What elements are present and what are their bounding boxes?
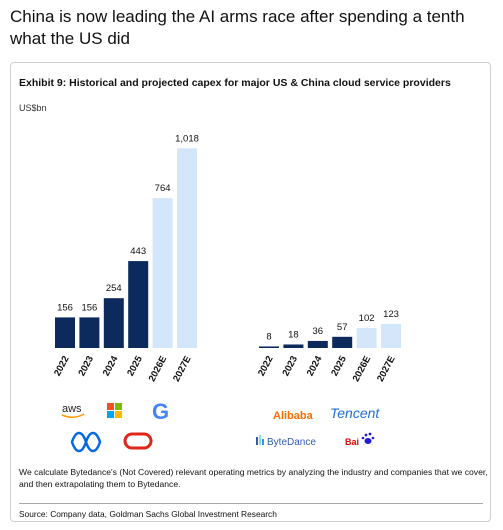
x-tick-label: 2025 (329, 354, 349, 378)
value-label: 36 (313, 326, 324, 337)
value-label: 8 (266, 331, 271, 342)
bar (332, 336, 353, 348)
x-tick-label: 2023 (280, 354, 300, 378)
bar (79, 317, 100, 348)
x-tick-label: 2024 (305, 354, 325, 378)
tweet-text: China is now leading the AI arms race af… (10, 7, 465, 48)
bar (307, 340, 328, 348)
bar (283, 344, 304, 348)
value-label: 156 (81, 302, 97, 313)
separator (19, 503, 483, 504)
value-label: 57 (337, 322, 348, 333)
x-tick-label: 2023 (76, 354, 96, 378)
logo-google: G (152, 399, 169, 424)
bar (55, 317, 75, 348)
unit-label: US$bn (19, 103, 47, 113)
source: Source: Company data, Goldman Sachs Glob… (19, 509, 277, 519)
x-tick-label: 2022 (52, 354, 72, 378)
value-label: 764 (155, 183, 171, 194)
x-tick-label: 2025 (125, 354, 145, 378)
value-label: 102 (359, 313, 375, 324)
value-label: 18 (288, 329, 299, 340)
value-label: 443 (130, 246, 146, 257)
x-tick-label: 2026E (147, 354, 170, 383)
x-tick-label: 2027E (171, 354, 194, 383)
value-label: 123 (383, 309, 399, 320)
value-label: 1,018 (175, 133, 199, 144)
logo-oracle (123, 432, 153, 450)
bar (152, 198, 173, 348)
bar (103, 298, 124, 348)
logo-bytedance-icon (256, 435, 264, 445)
logo-bytedance: ByteDance (267, 437, 316, 448)
logo-aws-smile (61, 413, 85, 418)
x-tick-label: 2026E (351, 354, 374, 383)
bar (356, 327, 377, 348)
logo-baidu: Bai (345, 437, 359, 447)
x-tick-label: 2022 (256, 354, 276, 378)
logo-microsoft (107, 403, 122, 418)
bar (381, 323, 401, 348)
bar (259, 346, 279, 348)
logo-aws: aws (62, 403, 82, 415)
x-tick-label: 2024 (101, 354, 121, 378)
chart-title: Exhibit 9: Historical and projected cape… (19, 77, 451, 89)
logo-meta (70, 431, 102, 453)
logo-alibaba: Alibaba (273, 410, 314, 422)
logo-baidu-paw (361, 432, 375, 444)
logo-tencent: Tencent (330, 405, 380, 421)
value-label: 254 (106, 283, 122, 294)
bar (128, 261, 149, 348)
x-tick-label: 2027E (375, 354, 398, 383)
value-label: 156 (57, 302, 73, 313)
footnote: We calculate Bytedance's (Not Covered) r… (19, 467, 488, 489)
card (10, 62, 491, 522)
bar (177, 148, 197, 348)
